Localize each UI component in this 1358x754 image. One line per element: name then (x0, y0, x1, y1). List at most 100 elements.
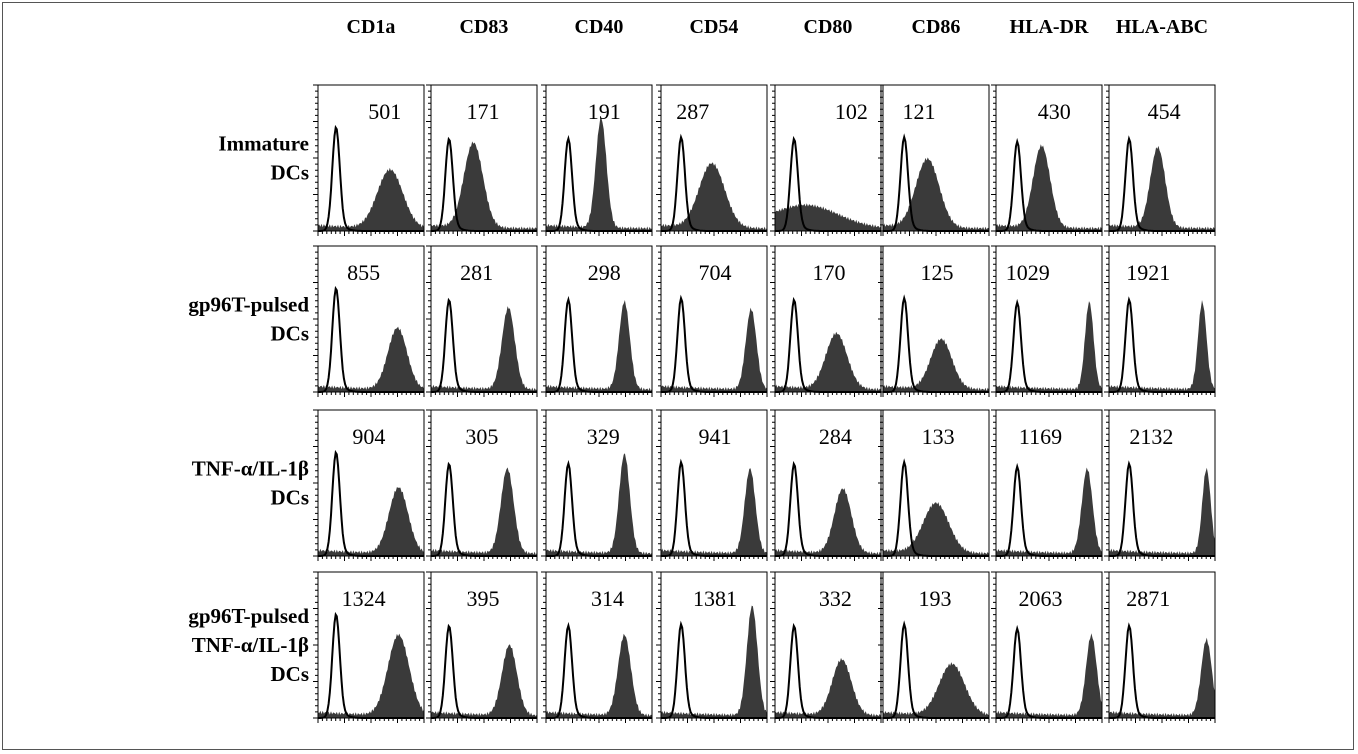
axis-ticks (313, 245, 425, 397)
row-label-line: DCs (270, 322, 309, 346)
mfi-value: 704 (699, 260, 732, 285)
mfi-value: 305 (465, 424, 498, 449)
stained-histogram (775, 657, 881, 718)
histogram-panel-cd40: 191 (541, 84, 653, 236)
histogram-panel-cd83: 281 (426, 245, 538, 397)
column-label-hla-abc: HLA-ABC (1116, 16, 1208, 38)
histogram-panel-cd54: 1381 (656, 571, 768, 723)
stained-histogram (1109, 637, 1215, 718)
stained-histogram (1109, 145, 1215, 231)
stained-histogram (883, 662, 989, 718)
axis-ticks (426, 409, 538, 561)
mfi-value: 1029 (1006, 260, 1050, 285)
axis-ticks (1104, 245, 1216, 397)
histogram-panel-cd80: 284 (770, 409, 882, 561)
row-label-line: gp96T-pulsed (188, 604, 309, 628)
axis-ticks (541, 84, 653, 236)
column-label-cd54: CD54 (690, 16, 739, 38)
axis-ticks (878, 409, 990, 561)
histogram-panel-hla-abc: 2132 (1104, 409, 1216, 561)
histogram-panel-cd40: 329 (541, 409, 653, 561)
stained-histogram (318, 167, 424, 231)
axis-ticks (656, 84, 768, 236)
mfi-value: 125 (921, 260, 954, 285)
mfi-value: 121 (903, 99, 936, 124)
stained-histogram (775, 203, 881, 231)
axis-ticks (770, 84, 882, 236)
axis-ticks (1104, 409, 1216, 561)
histogram-panel-cd86: 125 (878, 245, 990, 397)
stained-histogram (775, 488, 881, 556)
stained-histogram (431, 141, 537, 231)
axis-ticks (656, 571, 768, 723)
histogram-panel-cd1a: 904 (313, 409, 425, 561)
stained-histogram (546, 633, 652, 718)
stained-histogram (431, 306, 537, 392)
control-histogram (546, 295, 652, 393)
mfi-value: 102 (835, 99, 868, 124)
mfi-value: 284 (819, 424, 852, 449)
axis-ticks (426, 245, 538, 397)
row-label-line: gp96T-pulsed (188, 293, 309, 317)
histogram-panel-cd86: 121 (878, 84, 990, 236)
histogram-panel-hla-dr: 1029 (991, 245, 1103, 397)
stained-histogram (661, 468, 767, 556)
axis-ticks (991, 84, 1103, 236)
mfi-value: 2871 (1126, 586, 1170, 611)
stained-histogram (1109, 300, 1215, 392)
stained-histogram (996, 467, 1102, 556)
control-histogram (546, 459, 652, 557)
axis-ticks (1104, 84, 1216, 236)
histogram-panel-cd80: 332 (770, 571, 882, 723)
stained-histogram (661, 307, 767, 392)
mfi-value: 332 (819, 586, 852, 611)
stained-histogram (546, 453, 652, 556)
column-label-cd40: CD40 (575, 16, 624, 38)
mfi-value: 329 (587, 424, 620, 449)
histogram-panel-hla-dr: 430 (991, 84, 1103, 236)
column-label-cd80: CD80 (804, 16, 853, 38)
row-label-line: TNF-α/IL-1β (192, 457, 309, 481)
axis-ticks (426, 571, 538, 723)
histogram-panel-cd54: 941 (656, 409, 768, 561)
histogram-panel-cd83: 171 (426, 84, 538, 236)
mfi-value: 193 (918, 586, 951, 611)
axis-ticks (770, 571, 882, 723)
stained-histogram (431, 467, 537, 556)
mfi-value: 2132 (1129, 424, 1173, 449)
histogram-panel-cd40: 298 (541, 245, 653, 397)
axis-ticks (656, 409, 768, 561)
stained-histogram (996, 144, 1102, 231)
mfi-value: 281 (460, 260, 493, 285)
histogram-panel-cd83: 395 (426, 571, 538, 723)
mfi-value: 1324 (342, 586, 386, 611)
histogram-panel-cd54: 704 (656, 245, 768, 397)
histogram-panel-cd1a: 855 (313, 245, 425, 397)
mfi-value: 298 (588, 260, 621, 285)
stained-histogram (318, 633, 424, 718)
stained-histogram (318, 487, 424, 556)
axis-ticks (991, 409, 1103, 561)
axis-ticks (313, 571, 425, 723)
axis-ticks (878, 245, 990, 397)
stained-histogram (883, 502, 989, 556)
mfi-value: 855 (347, 260, 380, 285)
axis-ticks (541, 571, 653, 723)
mfi-value: 1169 (1019, 424, 1062, 449)
histogram-panel-hla-abc: 1921 (1104, 245, 1216, 397)
row-label-line: Immature (218, 132, 309, 156)
histogram-panel-cd54: 287 (656, 84, 768, 236)
mfi-value: 170 (813, 260, 846, 285)
stained-histogram (546, 300, 652, 392)
mfi-value: 171 (466, 99, 499, 124)
mfi-value: 904 (352, 424, 385, 449)
histogram-panel-hla-dr: 2063 (991, 571, 1103, 723)
column-label-cd83: CD83 (460, 16, 509, 38)
histogram-panel-cd83: 305 (426, 409, 538, 561)
axis-ticks (313, 84, 425, 236)
stained-histogram (883, 338, 989, 392)
mfi-value: 941 (699, 424, 732, 449)
column-label-cd1a: CD1a (347, 16, 396, 38)
